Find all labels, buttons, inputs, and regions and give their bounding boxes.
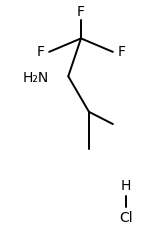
Text: H: H (120, 179, 131, 192)
Text: H₂N: H₂N (23, 70, 49, 85)
Text: F: F (118, 45, 126, 59)
Text: F: F (77, 5, 85, 19)
Text: F: F (36, 45, 44, 59)
Text: Cl: Cl (119, 211, 132, 225)
